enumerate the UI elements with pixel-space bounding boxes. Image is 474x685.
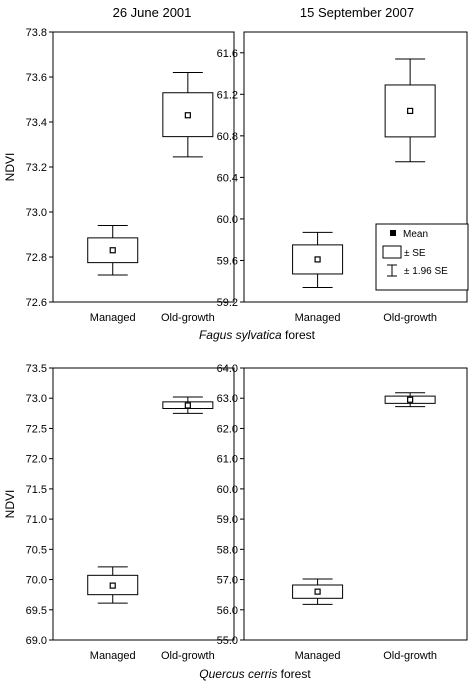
mean-marker bbox=[109, 582, 116, 589]
panels: 72.6 72.8 73.0 73.2 73.4 73.6 73.8 Managed Old-g… bbox=[3, 27, 468, 662]
legend-se-label: ± SE bbox=[404, 248, 426, 259]
y-tick-label: 73.8 bbox=[26, 27, 47, 39]
box-managed bbox=[292, 578, 344, 605]
mean-marker bbox=[184, 112, 191, 119]
mean-marker bbox=[407, 107, 414, 115]
caption-quercus-suffix: forest bbox=[277, 667, 311, 681]
y-tick-label: 73.0 bbox=[26, 393, 47, 405]
mean-marker bbox=[314, 588, 321, 595]
y-tick-label: 69.5 bbox=[26, 605, 47, 617]
y-axis-label: NDVI bbox=[3, 490, 17, 519]
legend-mean-marker bbox=[390, 230, 396, 236]
y-tick-label: 71.0 bbox=[26, 514, 47, 526]
caption-quercus-species: Quercus cerris bbox=[199, 667, 277, 681]
box-old-growth bbox=[162, 72, 214, 158]
y-tick-label: 61.6 bbox=[217, 48, 238, 60]
panel-4: 55.0 56.0 57.0 58.0 59.0 60.0 61.0 62.0 63.0 64.0… bbox=[217, 363, 468, 662]
caption-quercus-forest: Quercus cerris forest bbox=[199, 667, 311, 681]
y-tick-label: 60.0 bbox=[217, 214, 238, 226]
y-tick-label: 55.0 bbox=[217, 635, 238, 647]
legend-ci-label: ± 1.96 SE bbox=[404, 266, 448, 277]
y-tick-label: 58.0 bbox=[217, 544, 238, 556]
column-title-2007: 15 September 2007 bbox=[300, 5, 414, 20]
caption-fagus-forest: Fagus sylvatica forest bbox=[199, 328, 316, 342]
box-managed bbox=[87, 566, 139, 604]
y-tick-label: 72.5 bbox=[26, 423, 47, 435]
x-category-label: Old-growth bbox=[383, 312, 437, 324]
box-old-growth bbox=[384, 392, 436, 408]
y-tick-label: 70.5 bbox=[26, 544, 47, 556]
box-managed bbox=[292, 231, 344, 288]
x-category-label: Managed bbox=[90, 650, 136, 662]
y-tick-label: 73.2 bbox=[26, 162, 47, 174]
y-tick-label: 61.2 bbox=[217, 89, 238, 101]
y-tick-label: 73.4 bbox=[26, 117, 47, 129]
y-tick-label: 70.0 bbox=[26, 575, 47, 587]
y-tick-label: 72.6 bbox=[26, 297, 47, 309]
x-category-label: Managed bbox=[295, 650, 341, 662]
mean-marker bbox=[407, 396, 414, 403]
y-tick-label: 59.0 bbox=[217, 514, 238, 526]
y-axis-label: NDVI bbox=[3, 153, 17, 182]
x-category-label: Old-growth bbox=[161, 312, 215, 324]
x-category-label: Old-growth bbox=[161, 650, 215, 662]
x-category-label: Managed bbox=[295, 312, 341, 324]
y-tick-label: 60.8 bbox=[217, 131, 238, 143]
column-title-2001: 26 June 2001 bbox=[113, 5, 192, 20]
y-tick-label: 73.0 bbox=[26, 207, 47, 219]
plot-frame bbox=[243, 31, 468, 303]
x-category-label: Managed bbox=[90, 312, 136, 324]
y-tick-label: 64.0 bbox=[217, 363, 238, 375]
y-tick-label: 61.0 bbox=[217, 454, 238, 466]
y-tick-label: 59.6 bbox=[217, 255, 238, 267]
y-tick-label: 60.0 bbox=[217, 484, 238, 496]
y-tick-label: 59.2 bbox=[217, 297, 238, 309]
y-tick-label: 60.4 bbox=[217, 172, 238, 184]
x-category-label: Old-growth bbox=[383, 650, 437, 662]
y-tick-label: 72.8 bbox=[26, 252, 47, 264]
y-tick-label: 73.5 bbox=[26, 363, 47, 375]
mean-marker bbox=[184, 402, 191, 409]
mean-marker bbox=[109, 247, 116, 254]
legend-se-box bbox=[382, 245, 402, 259]
legend: Mean ± SE ± 1.96 SE bbox=[375, 223, 469, 291]
box-managed bbox=[87, 225, 139, 276]
caption-fagus-suffix: forest bbox=[282, 328, 316, 342]
legend-ci-whisker bbox=[387, 264, 397, 277]
box-old-growth bbox=[162, 396, 214, 414]
plot-frame bbox=[243, 367, 468, 641]
plot-frame bbox=[52, 367, 235, 641]
y-tick-label: 57.0 bbox=[217, 575, 238, 587]
panel-2: 59.2 59.6 60.0 60.4 60.8 61.2 61.6 Managed Old-g… bbox=[217, 31, 468, 324]
panel-3: 69.0 69.5 70.0 70.5 71.0 71.5 72.0 72.5 73.0 73.5… bbox=[3, 363, 235, 662]
mean-marker bbox=[314, 256, 321, 263]
box-old-growth bbox=[384, 58, 436, 163]
plot-frame bbox=[52, 31, 235, 303]
y-tick-label: 62.0 bbox=[217, 423, 238, 435]
y-tick-label: 69.0 bbox=[26, 635, 47, 647]
legend-mean-label: Mean bbox=[403, 229, 428, 240]
y-tick-label: 56.0 bbox=[217, 605, 238, 617]
y-tick-label: 63.0 bbox=[217, 393, 238, 405]
y-tick-label: 71.5 bbox=[26, 484, 47, 496]
y-tick-label: 72.0 bbox=[26, 454, 47, 466]
caption-fagus-species: Fagus sylvatica bbox=[199, 328, 282, 342]
panel-1: 72.6 72.8 73.0 73.2 73.4 73.6 73.8 Managed Old-g… bbox=[3, 27, 235, 324]
y-tick-label: 73.6 bbox=[26, 72, 47, 84]
